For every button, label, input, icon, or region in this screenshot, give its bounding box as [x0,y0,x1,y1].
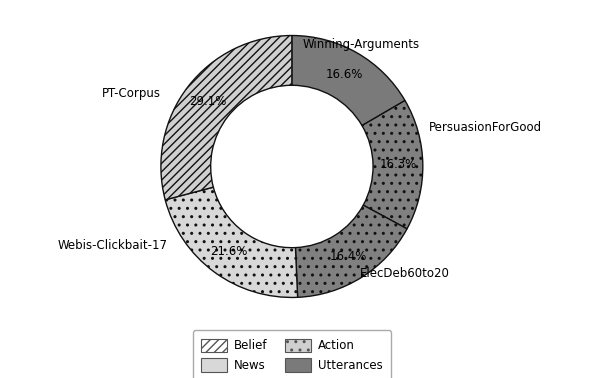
Text: 16.3%: 16.3% [380,158,416,171]
Text: 16.6%: 16.6% [326,68,364,81]
Text: ElecDeb60to20: ElecDeb60to20 [360,267,450,280]
Wedge shape [165,187,298,297]
Text: PersuasionForGood: PersuasionForGood [429,121,542,134]
Wedge shape [292,36,405,125]
Wedge shape [295,205,407,297]
Legend: Belief, News, Action, Utterances: Belief, News, Action, Utterances [192,330,391,378]
Text: Winning-Arguments: Winning-Arguments [302,38,419,51]
Wedge shape [161,36,292,200]
Text: PT-Corpus: PT-Corpus [102,87,161,100]
Text: Webis-Clickbait-17: Webis-Clickbait-17 [58,239,168,252]
Text: 29.1%: 29.1% [189,95,226,108]
Text: 21.6%: 21.6% [210,245,248,259]
Wedge shape [362,101,423,229]
Text: 16.4%: 16.4% [330,250,367,263]
